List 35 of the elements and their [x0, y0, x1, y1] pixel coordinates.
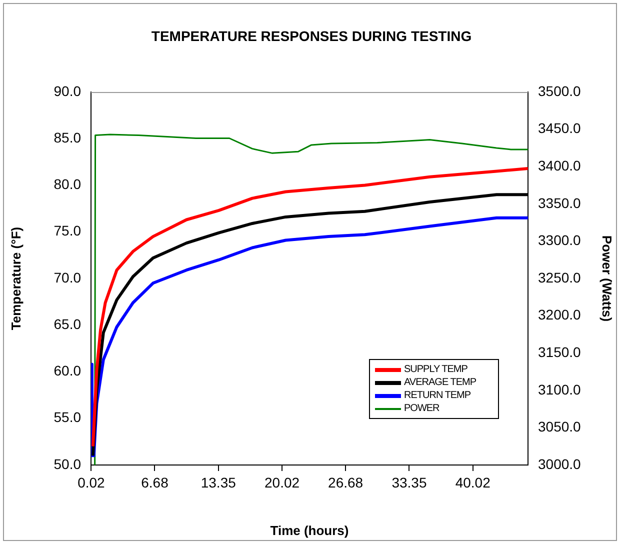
y-tick-label: 75.0: [54, 222, 82, 239]
x-tick-label: 33.35: [392, 474, 427, 490]
y2-tick-label: 3500.0: [538, 82, 582, 99]
x-tick-label: 6.68: [141, 474, 169, 490]
y2-tick-label: 3300.0: [538, 232, 582, 248]
x-tick-label: 13.35: [200, 474, 236, 490]
y-tick-label: 50.0: [54, 456, 82, 472]
y-tick-label: 65.0: [54, 316, 82, 332]
y2-axis-title: Power (Watts): [600, 235, 615, 322]
y-tick-label: 55.0: [54, 409, 82, 426]
y2-tick-label: 3050.0: [538, 418, 582, 435]
chart-title: TEMPERATURE RESPONSES DURING TESTING: [150, 28, 473, 44]
legend-label: RETURN TEMP: [404, 390, 471, 401]
y2-tick-label: 3150.0: [538, 344, 582, 360]
y2-tick-label: 3450.0: [538, 120, 582, 136]
y2-tick-label: 3250.0: [538, 269, 582, 286]
x-tick-label: 20.02: [264, 474, 300, 490]
legend-label: POWER: [404, 403, 440, 414]
x-axis-title: Time (hours): [270, 522, 349, 538]
x-tick-label: 40.02: [455, 474, 491, 490]
y2-tick-label: 3100.0: [538, 381, 582, 398]
y-tick-label: 80.0: [54, 176, 82, 192]
y-tick-label: 70.0: [54, 269, 82, 286]
y2-tick-label: 3400.0: [538, 157, 582, 174]
y-tick-label: 60.0: [54, 362, 82, 379]
y-tick-label: 90.0: [54, 82, 82, 99]
legend-label: SUPPLY TEMP: [404, 364, 468, 375]
legend-label: AVERAGE TEMP: [404, 377, 476, 388]
y2-tick-label: 3350.0: [538, 194, 582, 211]
x-tick-label: 26.68: [328, 474, 364, 490]
x-tick-label: 0.02: [78, 474, 106, 490]
y-axis-title: Temperature (°F): [8, 226, 24, 330]
y2-tick-label: 3000.0: [538, 456, 582, 472]
y-tick-label: 85.0: [54, 129, 82, 146]
y2-tick-label: 3200.0: [538, 306, 582, 323]
